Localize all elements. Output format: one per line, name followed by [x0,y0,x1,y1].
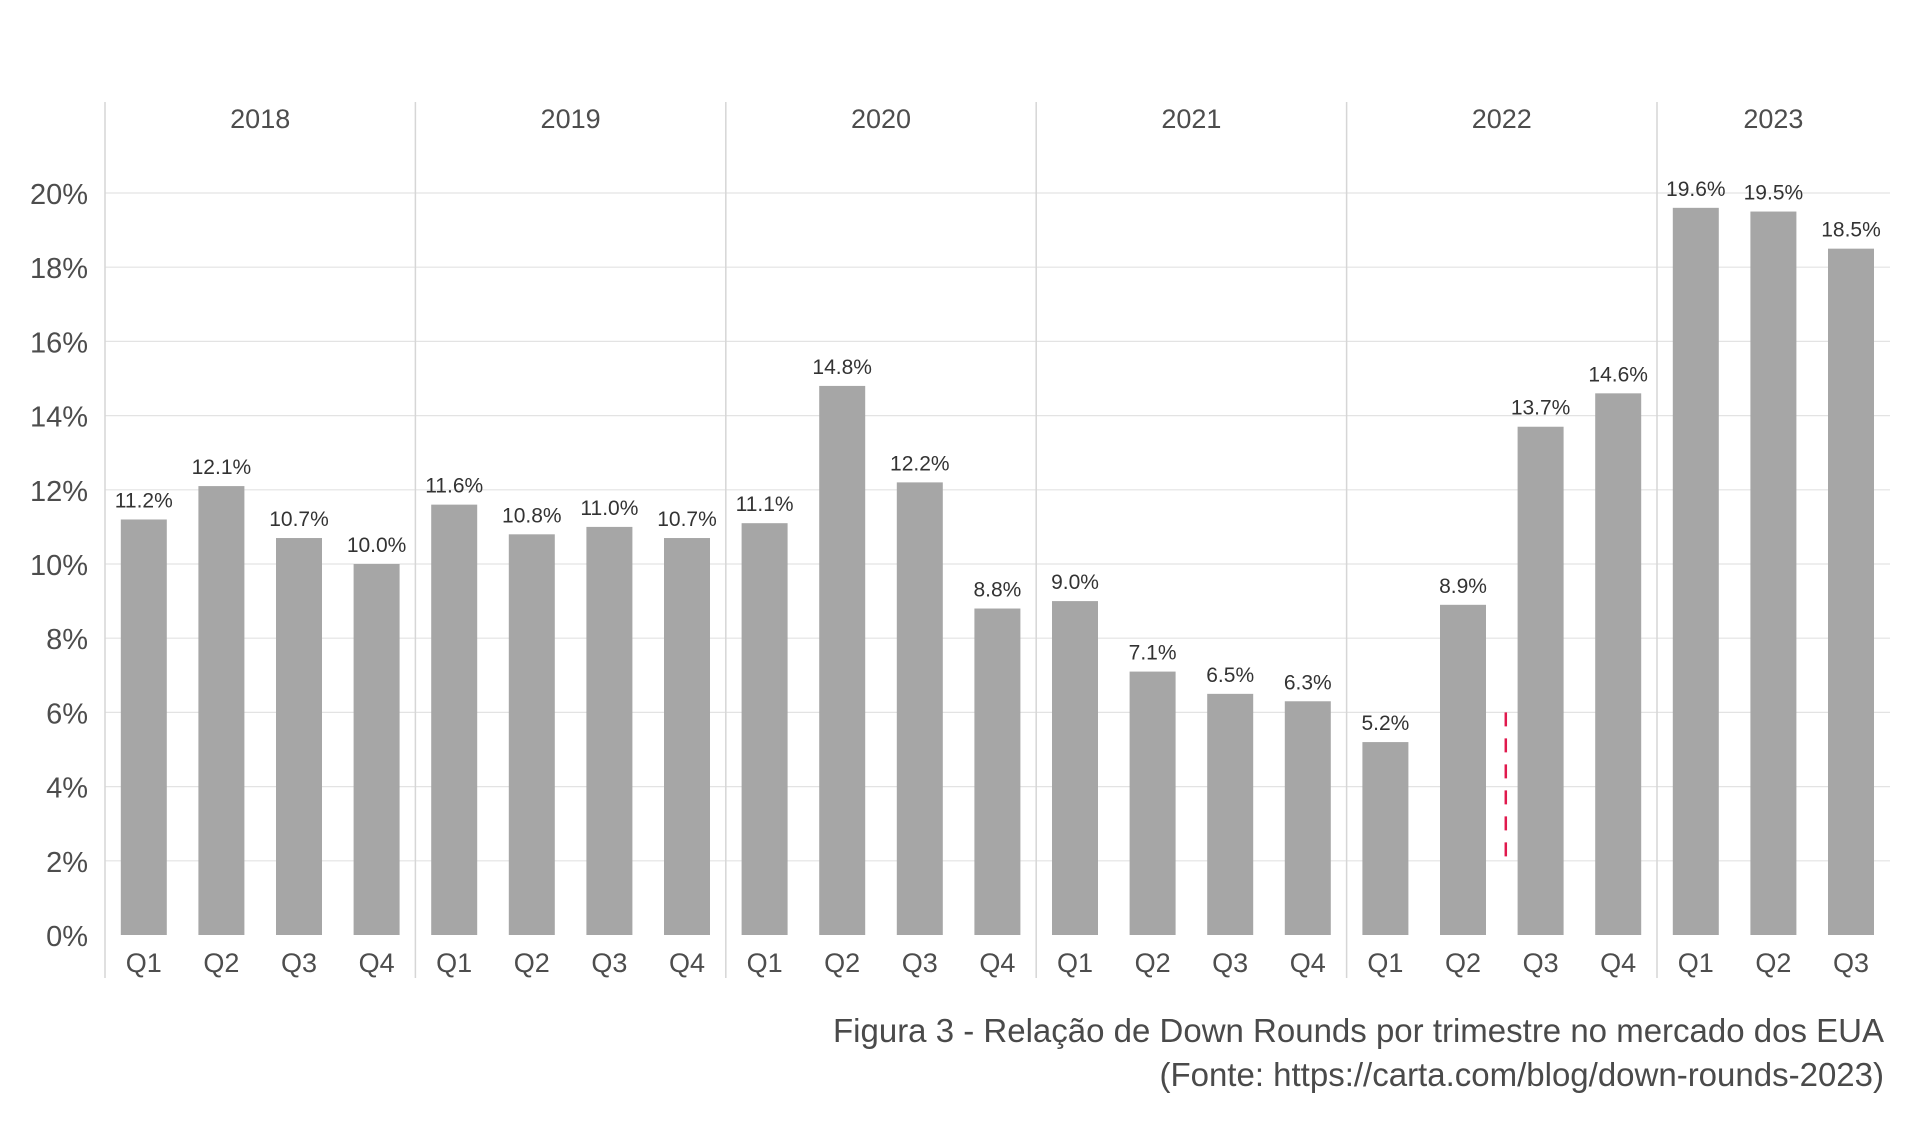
value-label: 8.9% [1439,575,1487,598]
year-label-2019: 2019 [541,104,601,134]
bar-2020-q4 [974,608,1021,935]
value-label: 11.1% [736,493,794,516]
quarter-label: Q1 [1678,948,1714,978]
bar-2020-q2 [819,385,866,935]
y-axis-ticks: 0% 2% 4% 6% 8% 10% 12% 14% 16% 18% 20% [30,179,88,953]
bar-2020-q1 [741,523,788,935]
value-label: 6.5% [1206,664,1254,687]
value-label: 14.6% [1588,363,1648,386]
figure-source: (Fonte: https://carta.com/blog/down-roun… [1159,1056,1884,1093]
bar-2022-q4 [1595,393,1642,936]
quarter-label: Q1 [436,948,472,978]
y-tick-label: 4% [46,773,88,805]
quarter-label: Q2 [1755,948,1791,978]
quarter-label: Q1 [1367,948,1403,978]
bar-2018-q1 [120,519,167,935]
year-label-2022: 2022 [1472,104,1532,134]
value-label: 10.7% [269,508,329,531]
value-label: 9.0% [1051,571,1099,594]
bar-2018-q3 [276,538,322,935]
value-label: 10.0% [347,534,407,557]
value-label: 14.8% [812,356,872,379]
quarter-label: Q3 [591,948,627,978]
quarter-label: Q1 [126,948,162,978]
quarter-label: Q2 [1445,948,1481,978]
figure-caption: Figura 3 - Relação de Down Rounds por tr… [833,1012,1884,1049]
quarter-label: Q3 [1833,948,1869,978]
quarter-label: Q2 [824,948,860,978]
y-tick-label: 0% [46,921,88,953]
grid-lines [105,192,1890,862]
quarter-label: Q3 [1212,948,1248,978]
value-label: 18.5% [1821,219,1881,242]
year-label-2018: 2018 [230,104,290,134]
value-label: 13.7% [1511,397,1571,420]
year-label-2020: 2020 [851,104,911,134]
quarter-label: Q1 [747,948,783,978]
value-label: 19.6% [1666,178,1726,201]
bar-2019-q2 [508,534,555,935]
y-tick-label: 18% [30,253,88,285]
quarter-label: Q2 [203,948,239,978]
value-label: 11.2% [115,489,173,512]
quarter-label: Q3 [1523,948,1559,978]
y-tick-label: 16% [30,327,88,359]
y-tick-label: 8% [46,624,88,656]
bar-2022-q2 [1440,604,1486,935]
bar-2023-q3 [1828,248,1874,935]
bar-2021-q2 [1129,671,1176,935]
value-label: 12.1% [192,456,252,479]
bar-2022-q3 [1517,426,1564,935]
bar-2020-q3 [896,482,943,935]
value-labels: 11.2% 12.1% 10.7% 10.0% 11.6% 10.8% 11.0% 10.7%… [115,178,1881,735]
value-label: 11.0% [580,497,638,520]
y-tick-label: 12% [30,476,88,508]
bar-2023-q1 [1672,207,1719,936]
value-label: 10.7% [657,508,717,531]
value-label: 19.5% [1744,182,1804,205]
quarter-label: Q4 [979,948,1015,978]
bar-2018-q2 [198,486,245,935]
quarter-label: Q4 [669,948,705,978]
quarter-label: Q4 [1290,948,1326,978]
bar-2019-q3 [586,526,633,935]
bar-2018-q4 [353,564,400,935]
quarter-label: Q3 [281,948,317,978]
value-label: 12.2% [890,452,950,475]
year-headers: 2018 2019 2020 2021 2022 2023 [230,104,1803,134]
bar-2019-q1 [431,504,478,935]
quarter-label: Q4 [1600,948,1636,978]
quarter-label: Q1 [1057,948,1093,978]
quarter-label: Q3 [902,948,938,978]
value-label: 6.3% [1284,671,1332,694]
y-tick-label: 14% [30,402,88,434]
year-separators [104,102,1658,978]
y-tick-label: 6% [46,698,88,730]
value-label: 10.8% [502,504,562,527]
quarter-label: Q2 [1135,948,1171,978]
value-label: 8.8% [973,579,1021,602]
bar-2021-q4 [1284,701,1331,935]
y-tick-label: 2% [46,847,88,879]
year-label-2021: 2021 [1161,104,1221,134]
bar-2021-q1 [1052,601,1098,935]
bar-2022-q1 [1362,742,1409,935]
quarter-label: Q4 [359,948,395,978]
value-label: 5.2% [1361,712,1409,735]
y-tick-label: 10% [30,550,88,582]
value-label: 11.6% [425,475,483,498]
bar-2021-q3 [1207,693,1254,935]
x-axis-quarter-labels: Q1 Q2 Q3 Q4 Q1 Q2 Q3 Q4 Q1 Q2 Q3 Q4 Q1 Q2 Q3 Q4 Q1 Q2 Q3 Q4… [126,948,1869,978]
bar-2023-q2 [1750,211,1797,936]
bar-2019-q4 [664,538,710,935]
bars [120,207,1874,936]
y-tick-label: 20% [30,179,88,211]
value-label: 7.1% [1129,642,1177,665]
quarter-label: Q2 [514,948,550,978]
year-label-2023: 2023 [1743,104,1803,134]
